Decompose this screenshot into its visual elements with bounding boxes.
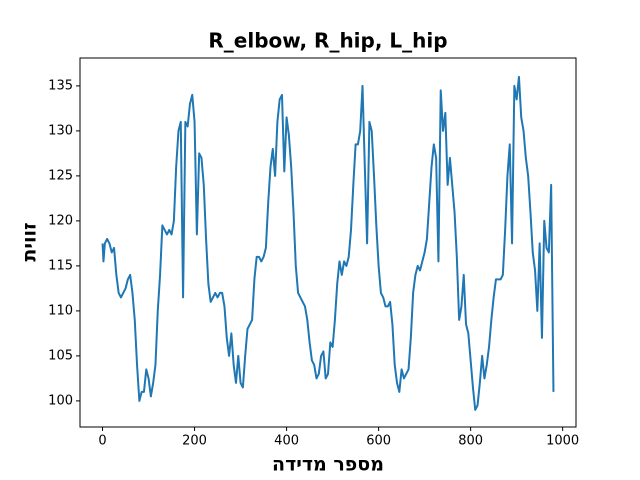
x-tick-label: 0	[98, 434, 106, 449]
data-line	[101, 75, 555, 411]
y-tick-label: 100	[48, 393, 73, 408]
y-tick-label: 130	[48, 123, 73, 138]
chart-title: R_elbow, R_hip, L_hip	[208, 29, 447, 53]
x-tick-label: 800	[458, 434, 483, 449]
x-tick-label: 400	[274, 434, 299, 449]
y-axis-label: זווית	[19, 222, 41, 261]
plot-frame	[79, 57, 577, 428]
y-tick-label: 105	[48, 348, 73, 363]
x-tick-label: 600	[366, 434, 391, 449]
x-tick-label: 1000	[546, 434, 579, 449]
x-tick-label: 200	[182, 434, 207, 449]
x-axis-label: מספר מדידה	[272, 454, 384, 476]
y-tick-label: 125	[48, 168, 73, 183]
y-tick-label: 115	[48, 258, 73, 273]
y-tick-label: 110	[48, 303, 73, 318]
y-tick-label: 135	[48, 78, 73, 93]
y-tick-label: 120	[48, 213, 73, 228]
